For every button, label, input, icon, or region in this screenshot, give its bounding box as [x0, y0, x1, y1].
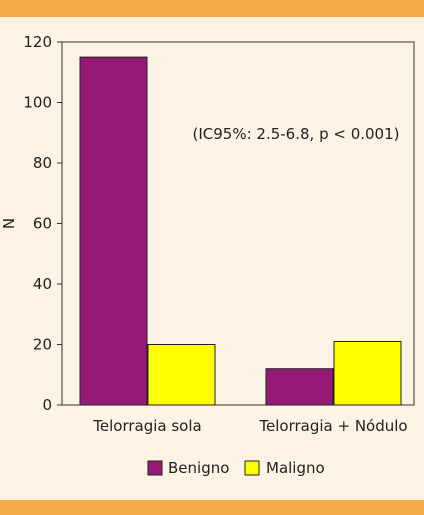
y-tick-label: 60 [33, 215, 52, 233]
x-category-label: Telorragia + Nódulo [258, 417, 407, 435]
bars [79, 56, 402, 406]
legend-swatch-maligno [244, 460, 260, 476]
legend-label-benigno: Benigno [168, 459, 229, 477]
top-band [0, 0, 424, 17]
y-tick-label: 20 [33, 336, 52, 354]
y-tick-label: 40 [33, 275, 52, 293]
y-tick-label: 0 [42, 396, 52, 414]
y-axis-label: N [0, 218, 18, 229]
legend-swatch-benigno [147, 460, 163, 476]
bar-maligno-2 [333, 340, 402, 406]
x-category-label: Telorragia sola [92, 417, 201, 435]
bar-maligno-1 [147, 344, 216, 406]
bar-benigno-1 [79, 56, 148, 406]
y-tick-label: 80 [33, 154, 52, 172]
legend-label-maligno: Maligno [266, 459, 325, 477]
bottom-band [0, 500, 424, 515]
y-axis: 0 20 40 60 80 100 120 [23, 33, 62, 414]
statistics-annotation: (IC95%: 2.5-6.8, p < 0.001) [193, 125, 400, 143]
y-tick-label: 100 [23, 94, 52, 112]
x-axis-labels: Telorragia sola Telorragia + Nódulo [92, 417, 407, 435]
bar-benigno-2 [265, 368, 334, 406]
y-tick-label: 120 [23, 33, 52, 51]
legend: Benigno Maligno [147, 459, 325, 477]
